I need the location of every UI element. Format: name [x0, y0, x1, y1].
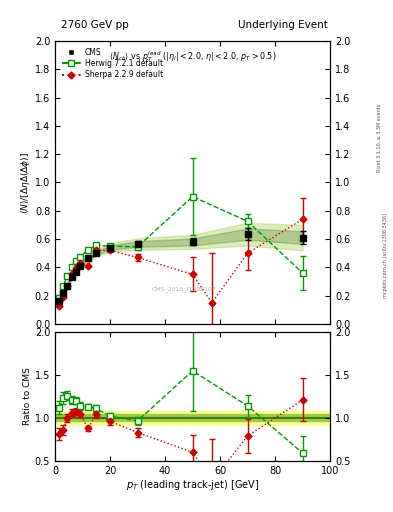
Text: Rivet 3.1.10, ≥ 3.3M events: Rivet 3.1.10, ≥ 3.3M events: [377, 104, 382, 173]
Text: Underlying Event: Underlying Event: [238, 20, 328, 30]
X-axis label: $p_T$ (leading track-jet) [GeV]: $p_T$ (leading track-jet) [GeV]: [126, 478, 259, 493]
Text: 2760 GeV pp: 2760 GeV pp: [61, 20, 129, 30]
Legend: CMS, Herwig 7.2.1 default, Sherpa 2.2.9 default: CMS, Herwig 7.2.1 default, Sherpa 2.2.9 …: [59, 45, 166, 82]
Text: mcplots.cern.ch [arXiv:1306.3436]: mcplots.cern.ch [arXiv:1306.3436]: [384, 214, 388, 298]
Y-axis label: Ratio to CMS: Ratio to CMS: [23, 368, 32, 425]
Y-axis label: $\langle N\rangle/[\Delta\eta\Delta(\Delta\phi)]$: $\langle N\rangle/[\Delta\eta\Delta(\Del…: [19, 152, 32, 214]
Text: CMS_2015_I1395107: CMS_2015_I1395107: [152, 286, 217, 292]
Text: $\langle N_{ch}\rangle$ vs $p_T^{lead}$ ($|\eta_l|<2.0$, $\eta|<2.0$, $p_T>0.5$): $\langle N_{ch}\rangle$ vs $p_T^{lead}$ …: [109, 50, 276, 65]
